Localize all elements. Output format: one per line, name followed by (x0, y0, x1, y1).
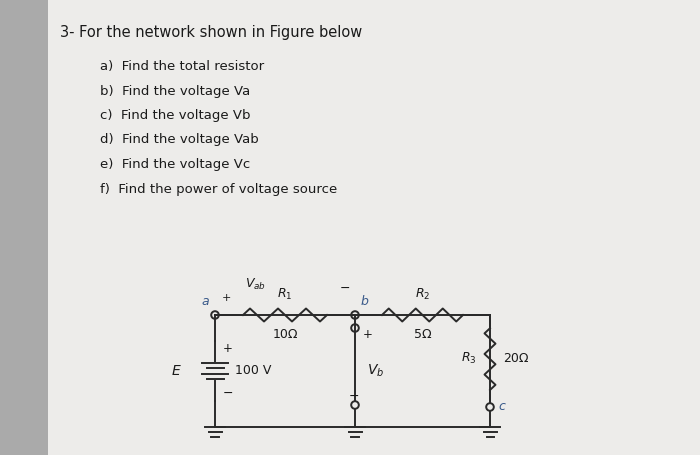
Text: a: a (202, 295, 209, 308)
Text: b)  Find the voltage Va: b) Find the voltage Va (100, 85, 251, 97)
Text: −: − (223, 387, 234, 400)
Text: −: − (349, 389, 359, 403)
Text: 100 V: 100 V (235, 364, 272, 378)
Text: +: + (222, 293, 232, 303)
FancyBboxPatch shape (0, 0, 48, 455)
Text: $V_{ab}$: $V_{ab}$ (245, 277, 266, 292)
Text: E: E (172, 364, 180, 378)
Text: 10Ω: 10Ω (272, 328, 298, 341)
Text: 5Ω: 5Ω (414, 328, 431, 341)
Text: b: b (361, 295, 369, 308)
Text: +: + (363, 329, 373, 342)
Text: $V_b$: $V_b$ (367, 363, 384, 379)
Text: −: − (340, 282, 350, 295)
Text: 20Ω: 20Ω (503, 352, 528, 365)
Text: $R_2$: $R_2$ (415, 287, 430, 302)
Text: $R_1$: $R_1$ (277, 287, 293, 302)
Text: +: + (223, 342, 233, 355)
Text: f)  Find the power of voltage source: f) Find the power of voltage source (100, 182, 337, 196)
Text: $R_3$: $R_3$ (461, 351, 477, 366)
Text: e)  Find the voltage Vc: e) Find the voltage Vc (100, 158, 251, 171)
Text: 3- For the network shown in Figure below: 3- For the network shown in Figure below (60, 25, 363, 40)
Text: c)  Find the voltage Vb: c) Find the voltage Vb (100, 109, 251, 122)
Text: c: c (498, 400, 505, 414)
Text: d)  Find the voltage Vab: d) Find the voltage Vab (100, 133, 259, 147)
Text: a)  Find the total resistor: a) Find the total resistor (100, 60, 264, 73)
